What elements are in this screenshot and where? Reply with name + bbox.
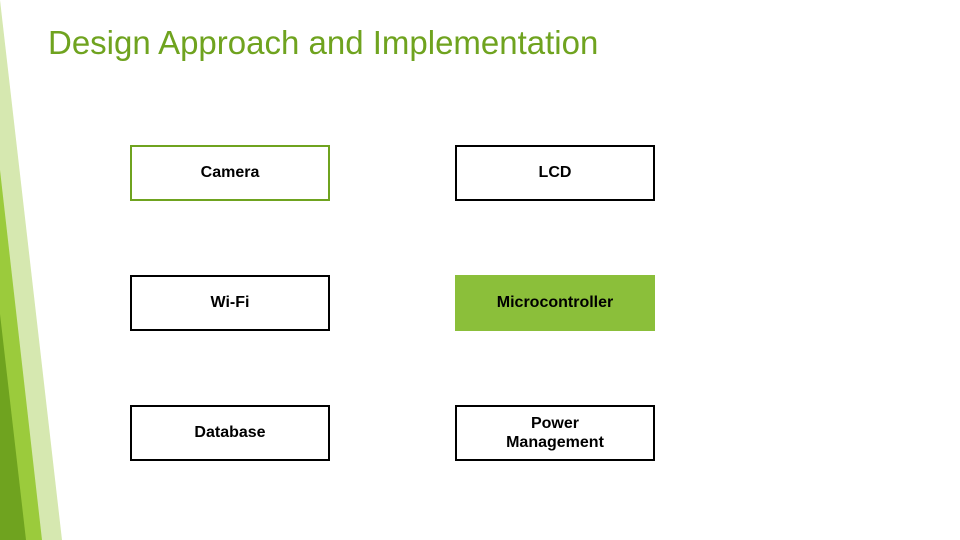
page-title: Design Approach and Implementation — [48, 24, 598, 62]
box-wifi: Wi-Fi — [130, 275, 330, 331]
box-camera: Camera — [130, 145, 330, 201]
box-database: Database — [130, 405, 330, 461]
box-lcd: LCD — [455, 145, 655, 201]
box-microcontroller: Microcontroller — [455, 275, 655, 331]
decor-triangle-2 — [0, 314, 26, 540]
box-power: Power Management — [455, 405, 655, 461]
